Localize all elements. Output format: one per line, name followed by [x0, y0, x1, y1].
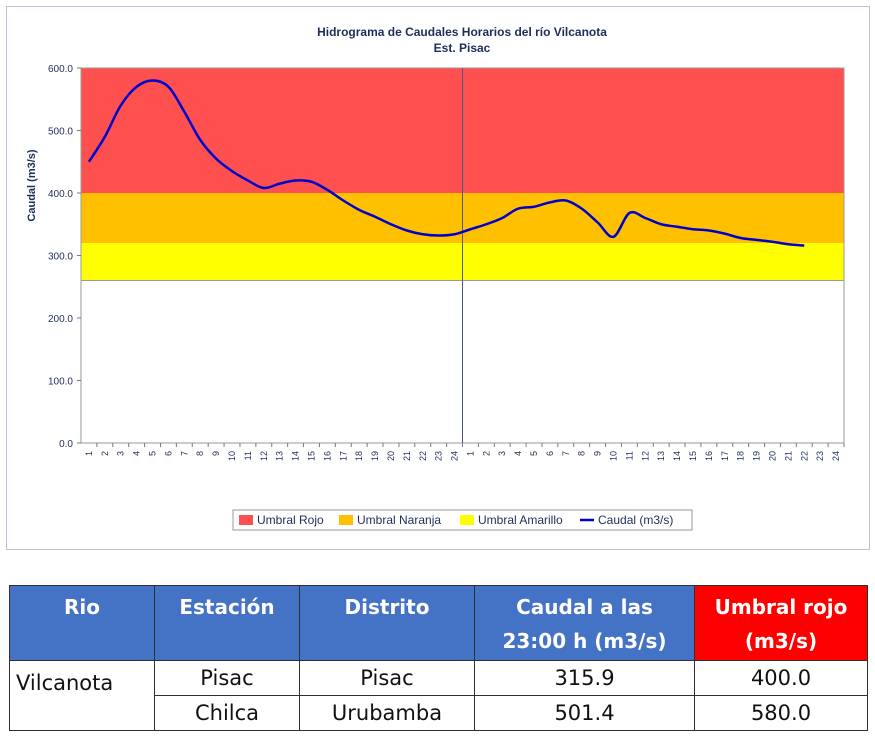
legend-label: Umbral Amarillo	[478, 513, 563, 527]
header-umbral-rojo: Umbral rojo (m3/s)	[694, 585, 868, 661]
table-header-row: Rio Estación Distrito Caudal a las 23:00 …	[9, 585, 868, 661]
legend-label: Caudal (m3/s)	[598, 513, 673, 527]
x-tick-label: 4	[513, 451, 523, 456]
x-tick-label: 18	[354, 451, 364, 461]
x-tick-label: 6	[545, 451, 555, 456]
x-tick-label: 22	[799, 451, 809, 461]
cell-rio: Vilcanota	[9, 660, 155, 731]
series-line-caudal	[87, 79, 805, 247]
chart-subtitle: Est. Pisac	[434, 41, 491, 55]
x-tick-label: 18	[736, 451, 746, 461]
header-estacion: Estación	[154, 585, 300, 661]
x-tick-label: 1	[465, 451, 475, 456]
chart-title: Hidrograma de Caudales Horarios del río …	[317, 25, 607, 39]
table-row: Vilcanota Pisac Pisac 315.9 400.0	[9, 660, 868, 731]
x-tick-label: 10	[609, 451, 619, 461]
x-tick-label: 17	[338, 451, 348, 461]
y-tick-label: 100.0	[48, 377, 73, 388]
x-tick-label: 24	[831, 451, 841, 461]
y-tick-label: 500.0	[48, 127, 73, 138]
x-tick-label: 5	[148, 451, 158, 456]
x-tick-label: 10	[227, 451, 237, 461]
flow-table: Rio Estación Distrito Caudal a las 23:00 …	[9, 585, 868, 731]
x-tick-label: 2	[100, 451, 110, 456]
y-axis-label: Caudal (m3/s)	[26, 149, 38, 221]
x-tick-label: 23	[434, 451, 444, 461]
y-tick-label: 200.0	[48, 314, 73, 325]
x-tick-label: 21	[402, 451, 412, 461]
x-tick-label: 2	[481, 451, 491, 456]
y-tick-label: 400.0	[48, 189, 73, 200]
x-tick-label: 8	[195, 451, 205, 456]
legend-label: Umbral Naranja	[357, 513, 441, 527]
cell-distrito: Pisac	[299, 660, 475, 696]
header-rio: Rio	[9, 585, 155, 661]
x-tick-label: 9	[593, 451, 603, 456]
x-tick-label: 9	[211, 451, 221, 456]
header-caudal: Caudal a las 23:00 h (m3/s)	[474, 585, 695, 661]
x-tick-label: 13	[656, 451, 666, 461]
x-tick-label: 21	[783, 451, 793, 461]
cell-caudal: 501.4	[474, 695, 695, 731]
x-tick-label: 7	[561, 451, 571, 456]
x-tick-label: 22	[418, 451, 428, 461]
x-tick-label: 16	[704, 451, 714, 461]
x-tick-label: 15	[306, 451, 316, 461]
x-tick-label: 11	[624, 451, 634, 460]
cell-caudal: 315.9	[474, 660, 695, 696]
cell-umbral: 400.0	[694, 660, 868, 696]
x-tick-label: 14	[672, 451, 682, 461]
legend-swatch	[239, 515, 253, 525]
x-tick-label: 12	[259, 451, 269, 461]
x-tick-label: 1	[84, 451, 94, 456]
x-tick-label: 6	[163, 451, 173, 456]
x-tick-label: 19	[752, 451, 762, 461]
legend-swatch	[339, 515, 353, 525]
x-tick-label: 23	[815, 451, 825, 461]
x-tick-label: 3	[116, 451, 126, 456]
x-tick-label: 5	[529, 451, 539, 456]
cell-estacion: Pisac	[154, 660, 300, 696]
x-tick-label: 19	[370, 451, 380, 461]
legend-swatch	[460, 515, 474, 525]
x-tick-label: 15	[688, 451, 698, 461]
x-tick-label: 13	[275, 451, 285, 461]
header-distrito: Distrito	[299, 585, 475, 661]
x-tick-label: 3	[497, 451, 507, 456]
y-tick-label: 300.0	[48, 252, 73, 263]
chart-frame: 0.0 100.0 200.0 300.0 400.0 500.0 600.0 1 2 3 4 5 6 7…	[6, 6, 870, 550]
x-tick-label: 24	[450, 451, 460, 461]
x-tick-label: 11	[243, 451, 253, 460]
cell-estacion: Chilca	[154, 695, 300, 731]
legend-label: Umbral Rojo	[257, 513, 324, 527]
x-tick-label: 17	[720, 451, 730, 461]
cell-umbral: 580.0	[694, 695, 868, 731]
table-row: Chilca Urubamba 501.4 580.0	[10, 695, 868, 731]
x-tick-label: 14	[291, 451, 301, 461]
cell-distrito: Urubamba	[299, 695, 475, 731]
y-tick-label: 600.0	[48, 64, 73, 75]
x-tick-label: 20	[386, 451, 396, 461]
y-tick-label: 0.0	[59, 439, 73, 450]
x-tick-label: 16	[322, 451, 332, 461]
x-tick-label: 4	[132, 451, 142, 456]
x-tick-label: 8	[577, 451, 587, 456]
x-tick-label: 20	[767, 451, 777, 461]
x-tick-label: 7	[179, 451, 189, 456]
x-tick-label: 12	[640, 451, 650, 461]
